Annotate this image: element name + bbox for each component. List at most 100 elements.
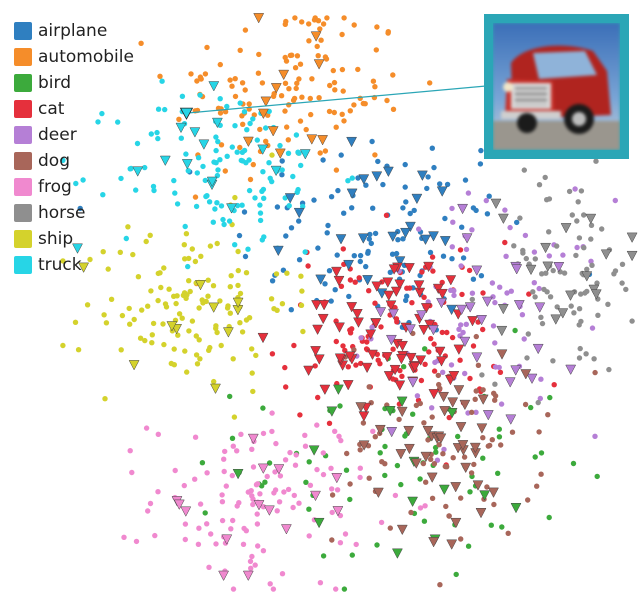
- dog-point: [425, 437, 431, 443]
- dog-point: [446, 513, 452, 519]
- truck-point: [217, 157, 223, 163]
- deer-point: [463, 246, 470, 253]
- ship-point: [173, 300, 179, 307]
- frog-point: [252, 562, 258, 568]
- cat-point: [480, 290, 486, 296]
- cat-point: [283, 384, 289, 390]
- automobile-point: [232, 76, 238, 82]
- horse-point: [619, 261, 626, 267]
- airplane-triangle: [346, 188, 358, 199]
- frog-point: [332, 428, 338, 434]
- horse-triangle: [581, 271, 593, 282]
- automobile-point: [293, 85, 299, 92]
- dog-point: [536, 429, 542, 435]
- frog-point: [290, 504, 296, 511]
- legend-label: automobile: [38, 47, 134, 67]
- airplane-point: [380, 181, 386, 188]
- deer-triangle: [534, 302, 546, 313]
- ship-point: [105, 266, 111, 272]
- ship-point: [155, 297, 161, 304]
- airplane-point: [274, 204, 281, 210]
- automobile-point: [312, 15, 318, 21]
- frog-point: [182, 536, 188, 543]
- cat-triangle: [365, 329, 377, 340]
- truck-point: [257, 210, 264, 216]
- bird-point: [303, 479, 309, 485]
- airplane-point: [363, 182, 369, 188]
- horse-point: [544, 289, 550, 295]
- ship-point: [268, 296, 275, 302]
- cat-point: [315, 394, 321, 401]
- cat-point: [422, 361, 428, 367]
- ship-point: [130, 251, 136, 258]
- deer-triangle: [481, 296, 493, 308]
- ship-point: [142, 337, 148, 344]
- automobile-point: [333, 167, 340, 173]
- deer-point: [416, 226, 422, 232]
- cat-point: [338, 283, 345, 289]
- automobile-point: [239, 80, 246, 86]
- truck-point: [185, 263, 191, 270]
- horse-point: [554, 243, 560, 249]
- horse-triangle: [525, 264, 537, 276]
- deer-point: [448, 362, 455, 368]
- airplane-point: [427, 249, 434, 256]
- cat-point: [352, 279, 358, 285]
- truck-point: [80, 177, 86, 183]
- truck-point: [213, 147, 219, 154]
- airplane-point: [484, 211, 491, 217]
- frog-point: [213, 541, 219, 547]
- truck-point: [148, 131, 154, 137]
- deer-point: [521, 336, 527, 342]
- dog-point: [534, 483, 540, 489]
- automobile-point: [339, 31, 345, 38]
- cat-point: [333, 318, 339, 324]
- horse-point: [492, 381, 498, 387]
- truck-triangle: [181, 159, 193, 170]
- deer-point: [612, 197, 618, 204]
- truck-point: [202, 177, 208, 184]
- ship-point: [213, 325, 219, 331]
- airplane-point: [425, 174, 431, 180]
- airplane-triangle: [293, 207, 305, 219]
- cat-triangle: [334, 353, 346, 364]
- cat-triangle: [361, 362, 373, 374]
- bird-point: [227, 393, 233, 400]
- airplane-triangle: [346, 136, 358, 148]
- truck-point: [238, 157, 244, 164]
- ship-point: [149, 340, 155, 346]
- frog-point: [229, 472, 235, 479]
- bird-point: [465, 543, 472, 549]
- dog-point: [491, 501, 497, 508]
- horse-point: [612, 268, 619, 274]
- bird-point: [401, 364, 407, 370]
- airplane-point: [366, 236, 372, 242]
- automobile-point: [247, 176, 254, 183]
- frog-point: [248, 488, 254, 494]
- cat-triangle: [383, 371, 395, 382]
- truck-point: [115, 119, 121, 125]
- bird-point: [320, 553, 327, 559]
- dog-point: [387, 525, 393, 531]
- airplane-point: [332, 287, 338, 293]
- bird-point: [349, 552, 355, 558]
- airplane-point: [77, 205, 83, 212]
- cat-triangle: [346, 302, 358, 313]
- ship-point: [198, 253, 204, 259]
- airplane-point: [367, 231, 373, 238]
- legend-swatch: [14, 204, 32, 222]
- deer-triangle: [461, 233, 473, 244]
- dog-triangle: [403, 425, 415, 437]
- truck-point: [214, 200, 220, 206]
- legend-swatch: [14, 22, 32, 40]
- horse-point: [593, 158, 599, 164]
- bird-point: [306, 506, 312, 512]
- truck-point: [293, 132, 300, 138]
- automobile-point: [374, 24, 380, 30]
- airplane-point: [459, 224, 465, 230]
- highlighted-truck-point: [179, 107, 194, 120]
- dog-point: [408, 509, 414, 516]
- legend-item-horse: horse: [14, 202, 164, 228]
- deer-triangle: [565, 364, 577, 376]
- cat-triangle: [436, 356, 447, 367]
